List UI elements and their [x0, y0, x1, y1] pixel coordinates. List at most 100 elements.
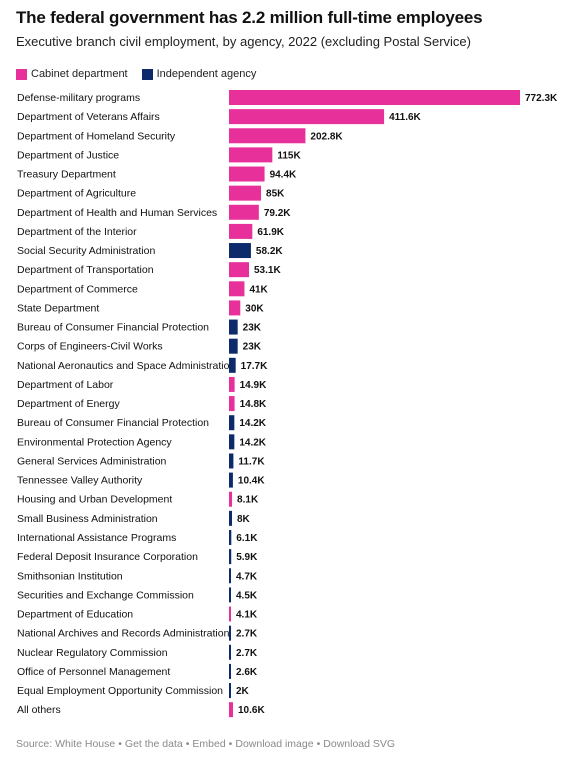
bar-independent[interactable]: [229, 549, 232, 565]
bar-value-label: 2.7K: [236, 648, 258, 659]
bar-category-label: Department of Homeland Security: [17, 130, 176, 142]
bar-cabinet[interactable]: [229, 128, 306, 144]
bar-category-label: Small Business Administration: [17, 513, 158, 525]
bar-value-label: 14.2K: [239, 437, 266, 448]
download-svg-link[interactable]: Download SVG: [323, 738, 396, 750]
bar-independent[interactable]: [229, 357, 236, 373]
bar-category-label: Treasury Department: [17, 169, 116, 181]
bar-cabinet[interactable]: [229, 376, 235, 392]
bar-value-label: 11.7K: [238, 456, 265, 467]
bar-category-label: Housing and Urban Development: [17, 494, 172, 506]
bar-cabinet[interactable]: [229, 90, 520, 105]
legend: Cabinet department Independent agency: [16, 68, 256, 80]
legend-swatch-independent: [141, 68, 153, 80]
bar-category-label: Office of Personnel Management: [17, 666, 170, 678]
bar-value-label: 2.7K: [236, 629, 258, 640]
legend-label-cabinet: Cabinet department: [31, 68, 128, 80]
footer: Source: White House • Get the data • Embed • D…: [16, 738, 396, 750]
bar-value-label: 30K: [245, 303, 264, 314]
bar-value-label: 53.1K: [254, 265, 281, 276]
bar-value-label: 94.4K: [270, 170, 297, 181]
bar-independent[interactable]: [229, 415, 235, 431]
bar-value-label: 4.1K: [236, 610, 258, 621]
bar-value-label: 14.8K: [240, 399, 267, 410]
bar-independent[interactable]: [229, 683, 231, 699]
bar-category-label: Smithsonian Institution: [17, 570, 123, 582]
get-data-link[interactable]: Get the data: [124, 738, 183, 750]
bar-value-label: 5.9K: [236, 552, 258, 563]
bar-category-label: Environmental Protection Agency: [17, 436, 172, 448]
bar-category-label: All others: [17, 704, 61, 716]
bar-value-label: 85K: [266, 189, 285, 200]
bar-cabinet[interactable]: [229, 262, 250, 278]
bar-category-label: Equal Employment Opportunity Commission: [17, 685, 223, 697]
bar-cabinet[interactable]: [229, 147, 273, 163]
bar-category-label: Department of the Interior: [17, 226, 137, 238]
bar-value-label: 23K: [243, 342, 262, 353]
bar-category-label: Corps of Engineers-Civil Works: [17, 341, 163, 353]
chart-subtitle: Executive branch civil employment, by ag…: [16, 34, 471, 49]
bar-independent[interactable]: [229, 625, 231, 641]
bar-category-label: Department of Energy: [17, 398, 120, 410]
bar-category-label: Bureau of Consumer Financial Protection: [17, 322, 209, 334]
bar-independent[interactable]: [229, 529, 232, 545]
bar-cabinet[interactable]: [229, 396, 235, 412]
bar-cabinet[interactable]: [229, 702, 233, 718]
bar-cabinet[interactable]: [229, 281, 245, 297]
legend-item-cabinet: Cabinet department: [16, 68, 128, 80]
bar-independent[interactable]: [229, 568, 231, 584]
bar-cabinet[interactable]: [229, 109, 385, 125]
bar-value-label: 202.8K: [310, 131, 343, 142]
bar-category-label: National Aeronautics and Space Administr…: [17, 360, 235, 372]
bar-category-label: Department of Health and Human Services: [17, 207, 217, 219]
bar-category-label: Department of Agriculture: [17, 188, 136, 200]
bar-category-label: Department of Justice: [17, 149, 119, 161]
bar-independent[interactable]: [229, 243, 251, 259]
bar-category-label: International Assistance Programs: [17, 532, 176, 544]
bar-cabinet[interactable]: [229, 166, 265, 182]
bar-independent[interactable]: [229, 587, 231, 603]
bar-value-label: 58.2K: [256, 246, 283, 257]
bar-value-label: 10.4K: [238, 476, 265, 487]
bar-value-label: 2.6K: [236, 667, 258, 678]
chart-title: The federal government has 2.2 million f…: [16, 8, 483, 27]
bar-category-label: Social Security Administration: [17, 245, 155, 257]
bar-independent[interactable]: [229, 644, 231, 660]
bar-category-label: Department of Veterans Affairs: [17, 111, 160, 123]
bar-independent[interactable]: [229, 663, 231, 679]
bar-category-label: Department of Labor: [17, 379, 114, 391]
bar-category-label: Tennessee Valley Authority: [17, 475, 143, 487]
bar-category-label: State Department: [17, 302, 99, 314]
legend-label-independent: Independent agency: [156, 68, 257, 80]
bar-independent[interactable]: [229, 472, 233, 488]
bar-cabinet[interactable]: [229, 491, 233, 507]
bar-value-label: 4.7K: [236, 571, 258, 582]
bar-independent[interactable]: [229, 453, 234, 469]
legend-swatch-cabinet: [16, 68, 27, 80]
bar-independent[interactable]: [229, 338, 238, 354]
bar-value-label: 41K: [249, 284, 268, 295]
bar-cabinet[interactable]: [229, 300, 241, 316]
bar-value-label: 61.9K: [257, 227, 284, 238]
bar-category-label: Bureau of Consumer Financial Protection: [17, 417, 209, 429]
bar-independent[interactable]: [229, 319, 238, 335]
bar-category-label: General Services Administration: [17, 455, 167, 467]
embed-link[interactable]: Embed: [192, 738, 226, 750]
bar-value-label: 411.6K: [389, 112, 421, 123]
bar-value-label: 8K: [237, 514, 251, 525]
bar-independent[interactable]: [229, 434, 235, 450]
bar-independent[interactable]: [229, 510, 233, 526]
bar-value-label: 4.5K: [236, 590, 258, 601]
bar-value-label: 772.3K: [525, 93, 558, 104]
bar-value-label: 14.2K: [239, 418, 266, 429]
bar-cabinet[interactable]: [229, 223, 253, 239]
bar-cabinet[interactable]: [229, 606, 231, 622]
bar-cabinet[interactable]: [229, 185, 262, 201]
bar-category-label: Nuclear Regulatory Commission: [17, 647, 168, 659]
bar-value-label: 10.6K: [238, 705, 265, 716]
bar-cabinet[interactable]: [229, 204, 259, 220]
bar-value-label: 17.7K: [241, 361, 268, 372]
bar-value-label: 14.9K: [240, 380, 267, 391]
download-image-link[interactable]: Download image: [235, 738, 314, 750]
bar-value-label: 23K: [243, 323, 262, 334]
